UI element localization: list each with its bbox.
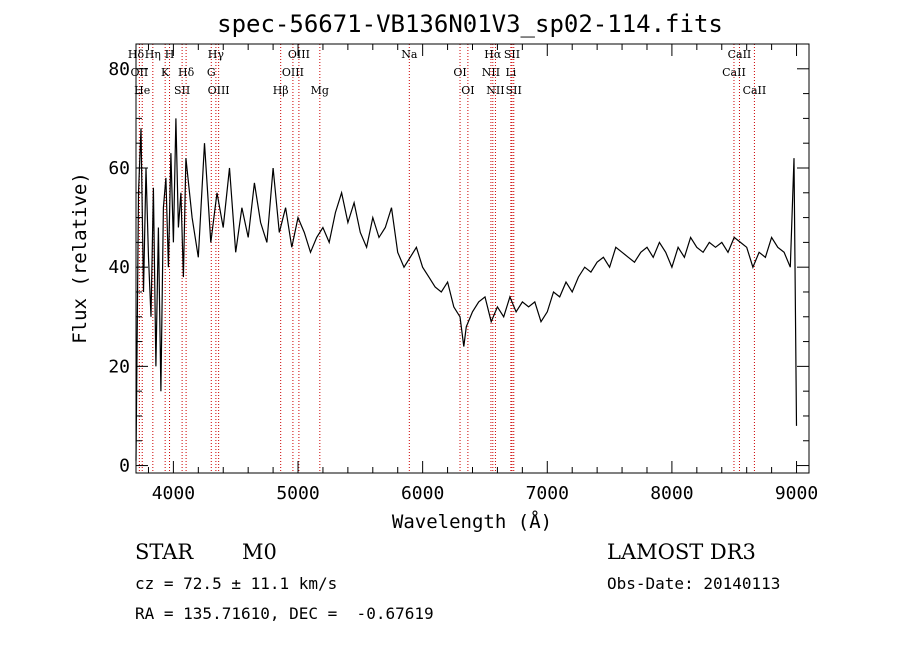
y-tick-label: 60 xyxy=(108,158,130,179)
y-tick-label: 0 xyxy=(119,456,130,477)
chart-title: spec-56671-VB136N01V3_sp02-114.fits xyxy=(217,10,723,38)
line-label: H xyxy=(165,48,175,61)
line-label: SII xyxy=(174,84,190,97)
x-tick-label: 8000 xyxy=(650,483,693,504)
y-tick-label: 80 xyxy=(108,59,130,80)
y-tick-label: 20 xyxy=(108,356,130,377)
line-label: NII xyxy=(486,84,504,97)
line-label: Mg xyxy=(311,84,329,97)
line-label: OIII xyxy=(288,48,310,61)
ra-dec-coordinates: RA = 135.71610, DEC = -0.67619 xyxy=(135,604,434,623)
y-tick-label: 40 xyxy=(108,257,130,278)
line-label: Hγ xyxy=(208,48,225,61)
line-label: K xyxy=(161,66,170,79)
y-axis-label: Flux (relative) xyxy=(69,172,91,344)
line-label: Hδ xyxy=(128,48,145,61)
line-label: Hβ xyxy=(273,84,289,97)
line-label: Li xyxy=(505,66,516,79)
line-label: OIII xyxy=(282,66,304,79)
line-label: SII xyxy=(506,84,522,97)
line-label: Na xyxy=(401,48,418,61)
line-label: NII xyxy=(482,66,500,79)
spectrum-layer xyxy=(135,118,798,461)
line-label: OI xyxy=(461,84,474,97)
x-tick-label: 5000 xyxy=(276,483,319,504)
line-label: CaII xyxy=(722,66,746,79)
spectrum-line xyxy=(135,118,798,461)
plot-frame xyxy=(135,43,810,474)
line-label: CaII xyxy=(743,84,767,97)
x-tick-label: 4000 xyxy=(152,483,195,504)
line-label: CaII xyxy=(728,48,752,61)
object-class: STAR xyxy=(135,540,194,564)
x-tick-label: 7000 xyxy=(526,483,569,504)
line-label: SII xyxy=(504,48,520,61)
line-label: OIII xyxy=(208,84,230,97)
survey-name: LAMOST DR3 xyxy=(607,540,756,564)
line-label: Hα xyxy=(484,48,502,61)
line-label: OI xyxy=(453,66,466,79)
line-label: OII xyxy=(131,66,149,79)
redshift-velocity: cz = 72.5 ± 11.1 km/s xyxy=(135,574,338,593)
axes-layer: 4000 5000 6000 7000 8000 9000 0 20 40 60 80 xyxy=(108,43,818,504)
line-label-group: HδOIIHeHηKSIIHHδOIIIHγGHβOIIIOIIIMgNaOIO… xyxy=(128,48,766,97)
x-tick-label: 9000 xyxy=(775,483,818,504)
x-tick-label: 6000 xyxy=(401,483,444,504)
object-subclass: M0 xyxy=(242,540,277,564)
line-label: Hη xyxy=(145,48,161,61)
line-label: G xyxy=(207,66,216,79)
x-axis-label: Wavelength (Å) xyxy=(392,510,552,533)
observation-date: Obs-Date: 20140113 xyxy=(607,574,781,593)
line-label: Hδ xyxy=(178,66,195,79)
line-marker-group xyxy=(135,44,755,473)
line-label: He xyxy=(134,84,150,97)
